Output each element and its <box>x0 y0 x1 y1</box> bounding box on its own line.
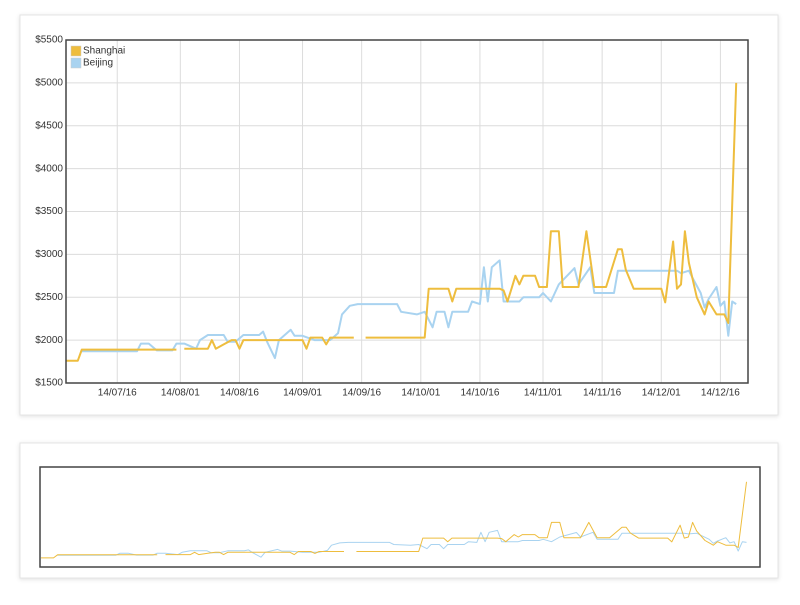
x-tick-label: 14/08/01 <box>161 388 200 399</box>
overview-card <box>19 442 779 579</box>
y-tick-label: $5500 <box>35 35 63 46</box>
x-tick-label: 14/07/16 <box>98 388 137 399</box>
overview-border <box>39 466 761 568</box>
legend-swatch <box>70 45 82 57</box>
legend-swatch <box>70 57 82 69</box>
x-tick-label: 14/09/16 <box>342 388 381 399</box>
x-tick-label: 14/08/16 <box>220 388 259 399</box>
overview-line <box>57 529 747 558</box>
y-tick-label: $4500 <box>35 120 63 131</box>
y-tick-label: $3500 <box>35 206 63 217</box>
x-tick-label: 14/12/01 <box>642 388 681 399</box>
y-tick-label: $4000 <box>35 163 63 174</box>
x-tick-label: 14/10/16 <box>460 388 499 399</box>
plot-border <box>65 39 749 384</box>
y-tick-label: $5000 <box>35 78 63 89</box>
x-tick-label: 14/09/01 <box>283 388 322 399</box>
x-tick-label: 14/11/16 <box>583 388 622 399</box>
x-tick-label: 14/12/16 <box>701 388 740 399</box>
series-line <box>66 82 738 362</box>
x-tick-label: 14/10/01 <box>401 388 440 399</box>
x-tick-label: 14/11/01 <box>524 388 563 399</box>
overview-line <box>41 481 747 559</box>
main-card <box>19 14 779 416</box>
y-tick-label: $1500 <box>35 378 63 389</box>
plot <box>66 82 738 362</box>
series-line <box>81 259 737 360</box>
overview <box>41 481 747 559</box>
y-tick-label: $2000 <box>35 335 63 346</box>
legend-label: Beijing <box>83 58 113 69</box>
y-tick-label: $2500 <box>35 292 63 303</box>
legend-label: Shanghai <box>83 46 125 57</box>
y-tick-label: $3000 <box>35 249 63 260</box>
